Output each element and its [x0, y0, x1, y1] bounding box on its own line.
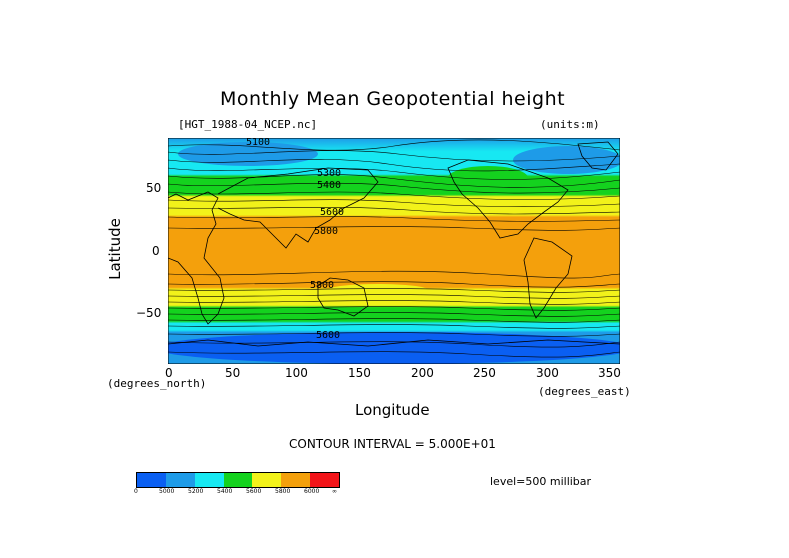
contour-label: 5800 [314, 226, 339, 237]
x-tick-label: 150 [348, 366, 371, 380]
coast-greenland [577, 141, 619, 171]
coast-south-america [523, 237, 573, 319]
level-label: level=500 millibar [490, 475, 592, 488]
file-label: [HGT_1988-04_NCEP.nc] [178, 118, 318, 131]
x-tick-label: 50 [225, 366, 241, 380]
x-tick-label: 200 [411, 366, 434, 380]
coast-asia [217, 167, 379, 249]
colorbar-label: 5600 [246, 488, 262, 495]
colorbar-swatch [137, 473, 166, 487]
coast-africa-europe [168, 191, 225, 325]
y-tick-label: 50 [146, 181, 162, 195]
colorbar-swatch [310, 473, 340, 487]
colorbar-label: 5400 [217, 488, 233, 495]
colorbar-swatch [281, 473, 311, 487]
contour-label: 5400 [317, 180, 342, 191]
low-region-north-2 [513, 146, 620, 174]
coast-australia [317, 277, 369, 317]
map-plot [168, 138, 620, 364]
green-bulge [448, 166, 528, 190]
x-tick-label: 0 [165, 366, 173, 380]
colorbar-label: 0 [134, 488, 138, 495]
x-axis-label: Longitude [355, 401, 430, 419]
figure-title: Monthly Mean Geopotential height [220, 88, 566, 110]
contour-lines [168, 139, 620, 358]
coast-north-america [447, 159, 569, 239]
colorbar-label: 5800 [275, 488, 291, 495]
colorbar-swatch [223, 473, 253, 487]
contour-label: 5100 [246, 137, 271, 148]
coastlines [168, 141, 620, 347]
contour-label: 5800 [310, 280, 335, 291]
x-tick-label: 100 [285, 366, 308, 380]
colorbar-swatch [194, 473, 224, 487]
low-region-south [168, 332, 620, 364]
y-axis-units: (degrees_north) [107, 377, 207, 390]
units-label: (units:m) [540, 118, 600, 131]
contour-label: 5300 [317, 168, 342, 179]
x-tick-label: 300 [536, 366, 559, 380]
y-tick-label: −50 [136, 306, 162, 320]
colorbar [136, 472, 340, 488]
y-axis-label: Latitude [105, 218, 124, 280]
colorbar-swatch [165, 473, 195, 487]
x-tick-label: 350 [598, 366, 621, 380]
colorbar-label: 6000 [304, 488, 320, 495]
contour-label: 5600 [316, 330, 341, 341]
colorbar-label: ∞ [332, 488, 337, 495]
colorbar-swatch [252, 473, 282, 487]
contour-label: 5600 [320, 207, 345, 218]
colorbar-label: 5000 [159, 488, 175, 495]
y-tick-label: 0 [152, 244, 160, 258]
contour-interval: CONTOUR INTERVAL = 5.000E+01 [289, 437, 496, 451]
coast-antarctica [168, 339, 620, 347]
colorbar-label: 5200 [188, 488, 204, 495]
x-tick-label: 250 [473, 366, 496, 380]
x-axis-units: (degrees_east) [538, 385, 631, 398]
yellow-ridge [328, 284, 428, 296]
